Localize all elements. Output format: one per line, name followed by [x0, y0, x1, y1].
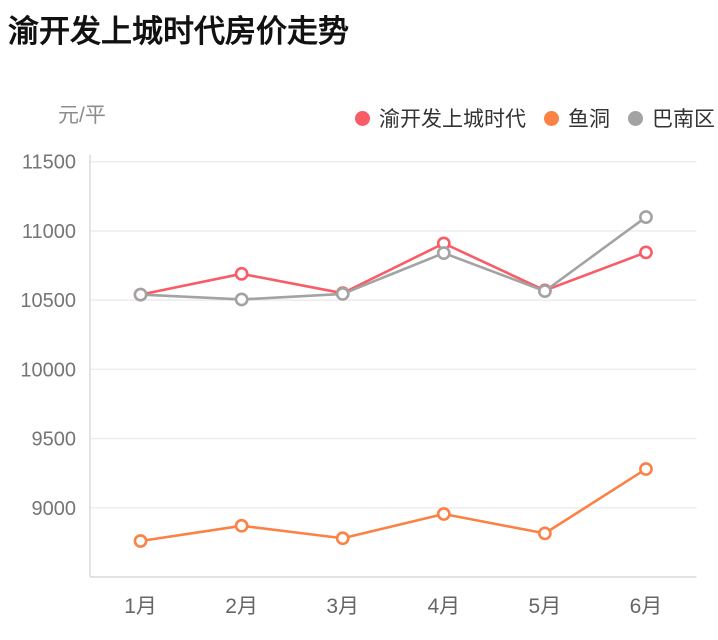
series-line — [139, 467, 648, 543]
series-1 — [133, 462, 653, 548]
y-tick-label: 11000 — [22, 221, 76, 243]
y-tick-label: 10500 — [20, 290, 76, 312]
y-tick-label: 11500 — [22, 152, 76, 174]
legend: 渝开发上城时代 鱼洞 巴南区 — [355, 103, 715, 133]
axis-lines — [89, 154, 697, 578]
x-axis-tick-labels: 1月 2月 3月 4月 5月 6月 — [124, 595, 662, 618]
y-axis-unit-label: 元/平 — [58, 104, 106, 127]
data-point-marker — [639, 245, 653, 260]
x-tick-label: 4月 — [427, 595, 460, 618]
legend-item-label: 渝开发上城时代 — [379, 108, 526, 131]
legend-item-label: 鱼洞 — [568, 108, 610, 131]
series-line — [139, 242, 648, 296]
data-point-marker — [537, 526, 552, 541]
data-point-marker — [133, 534, 148, 548]
series-2 — [133, 210, 653, 307]
legend-dot-icon — [628, 110, 643, 126]
chart-title: 渝开发上城时代房价走势 — [8, 14, 349, 49]
gridlines — [90, 161, 697, 509]
data-point-marker — [639, 210, 653, 224]
y-tick-label: 10000 — [20, 359, 76, 381]
data-point-marker — [234, 292, 249, 307]
legend-item-series-0[interactable]: 渝开发上城时代 — [355, 103, 526, 133]
y-tick-label: 9000 — [32, 498, 77, 520]
data-point-marker — [234, 266, 249, 281]
data-point-marker — [133, 287, 148, 302]
x-tick-label: 3月 — [326, 595, 359, 618]
legend-item-series-2[interactable]: 巴南区 — [628, 103, 715, 133]
data-point-marker — [537, 284, 552, 299]
data-point-marker — [436, 507, 451, 521]
data-point-marker — [436, 246, 451, 260]
legend-dot-icon — [544, 110, 559, 126]
x-tick-label: 1月 — [124, 595, 157, 618]
data-point-marker — [335, 287, 350, 301]
series-line — [139, 215, 648, 301]
legend-item-label: 巴南区 — [652, 108, 715, 131]
data-point-marker — [639, 462, 653, 476]
x-tick-label: 2月 — [225, 595, 258, 618]
data-point-marker — [234, 518, 249, 533]
data-point-marker — [335, 531, 350, 546]
legend-dot-icon — [355, 110, 370, 126]
y-axis-tick-labels: 9000 9500 10000 10500 11000 11500 — [20, 152, 76, 520]
line-chart: 9000 9500 10000 10500 11000 11500 1月 2月 3月 4月 5月 6月 — [20, 152, 697, 618]
legend-item-series-1[interactable]: 鱼洞 — [544, 103, 610, 133]
x-tick-label: 6月 — [630, 595, 663, 618]
x-tick-label: 5月 — [529, 595, 562, 618]
y-tick-label: 9500 — [32, 429, 77, 451]
